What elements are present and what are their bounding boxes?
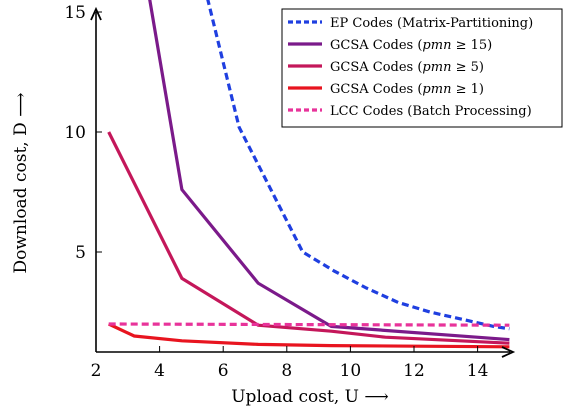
y-axis-arrowhead	[90, 6, 102, 21]
x-tick-label: 6	[218, 361, 229, 381]
legend-label-2: GCSA Codes (pmn ≥ 15)	[330, 38, 492, 53]
series-layer	[107, 0, 510, 349]
x-tick-label: 12	[403, 361, 425, 381]
x-tick-label: 2	[91, 361, 102, 381]
x-tick-label: 4	[154, 361, 165, 381]
y-tick-label: 15	[64, 3, 86, 23]
series-line-1	[206, 0, 510, 331]
x-axis-arrowhead	[501, 346, 516, 358]
x-tick-label: 10	[340, 361, 362, 381]
series-line-3	[107, 131, 510, 345]
legend: EP Codes (Matrix-Partitioning) GCSA Codes…	[281, 8, 563, 128]
legend-box	[281, 8, 563, 128]
x-tick-label: 8	[281, 361, 292, 381]
legend-label-3: GCSA Codes (pmn ≥ 5)	[330, 60, 484, 75]
y-tick-label: 5	[75, 243, 86, 263]
legend-label-1: EP Codes (Matrix-Partitioning)	[330, 16, 533, 31]
series-line-4	[108, 322, 510, 349]
legend-label-5: LCC Codes (Batch Processing)	[330, 104, 532, 119]
x-tick-label: 14	[467, 361, 489, 381]
series-line-2	[148, 0, 510, 342]
legend-label-4: GCSA Codes (pmn ≥ 1)	[330, 82, 484, 97]
series-line-5	[108, 322, 510, 327]
y-axis-title: Download cost, D ⟶	[11, 93, 31, 274]
y-tick-label: 10	[64, 123, 86, 143]
x-ticks: 2 4 6 8 10 12 14	[91, 346, 489, 381]
x-axis-title: Upload cost, U ⟶	[231, 387, 389, 407]
y-ticks: 5 10 15	[64, 3, 102, 263]
